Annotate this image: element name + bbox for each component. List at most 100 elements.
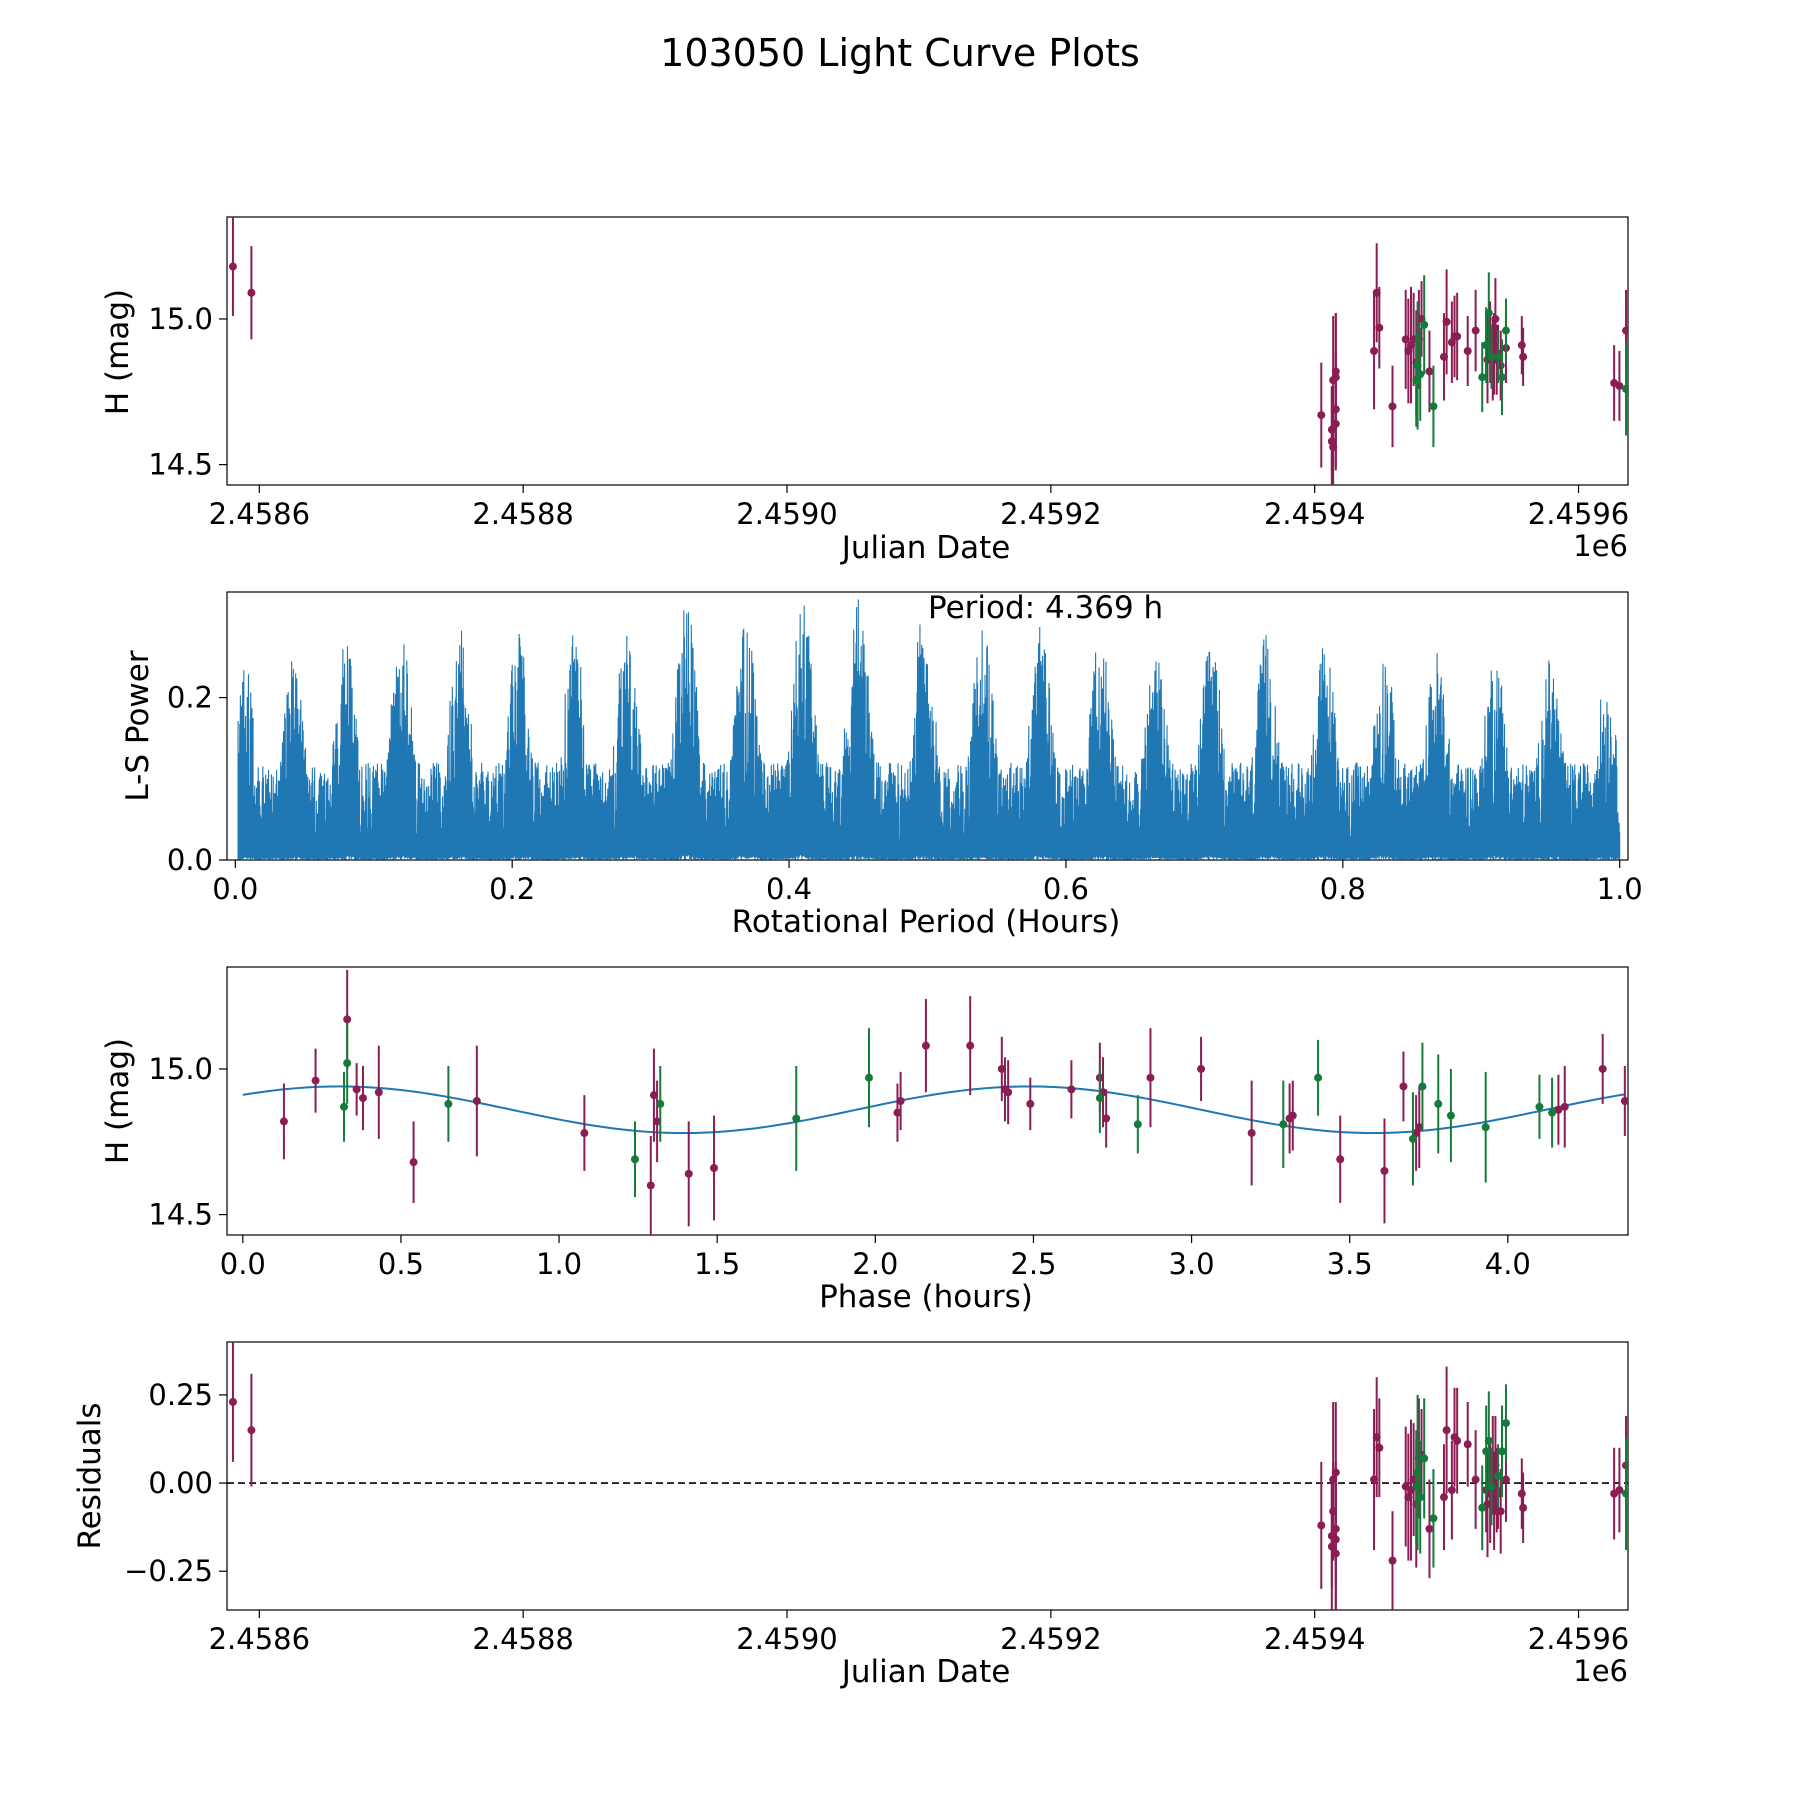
ztf-g-point: [1314, 1073, 1323, 1082]
ztf-g-point: [1434, 1099, 1443, 1108]
ztf-g-point: [1481, 1123, 1490, 1132]
ztf-r-point: [1102, 1114, 1111, 1123]
ztf-g-point: [1429, 1514, 1438, 1523]
x-tick-label: 1.5: [694, 1247, 740, 1281]
ztf-r-point: [1622, 326, 1628, 335]
periodogram-power-line: [237, 599, 1621, 860]
ztf-r-point: [580, 1129, 589, 1138]
ztf-r-point: [1620, 1097, 1628, 1105]
ztf-r-point: [1560, 1102, 1569, 1111]
x-tick-label: 3.5: [1327, 1247, 1373, 1281]
ztf-g-point: [1501, 1419, 1510, 1428]
ztf-r-point: [1425, 367, 1434, 376]
phase-fold-ylabel: H (mag): [100, 1038, 136, 1164]
ztf-g-point: [1095, 1094, 1104, 1103]
light-curve-offset-label: 1e6: [1573, 529, 1628, 563]
ztf-r-point: [343, 1015, 352, 1024]
ztf-g-point: [630, 1155, 639, 1164]
x-tick-label: 0.0: [220, 1247, 266, 1281]
ztf-r-point: [1471, 326, 1480, 335]
ztf-r-point: [684, 1169, 693, 1178]
ztf-g-point: [1487, 352, 1496, 361]
y-tick-label: 0.00: [148, 1466, 213, 1500]
ztf-g-point: [1418, 1082, 1427, 1091]
ztf-g-point: [343, 1059, 352, 1068]
ztf-g-point: [1498, 1447, 1507, 1456]
x-tick-label: 2.0: [852, 1247, 898, 1281]
x-tick-label: 0.4: [766, 872, 812, 906]
ztf-r-point: [893, 1108, 902, 1117]
x-tick-label: 0.8: [1320, 872, 1366, 906]
ztf-g-point: [1494, 1472, 1503, 1480]
ztf-r-point: [358, 1094, 367, 1103]
ztf-r-point: [1519, 352, 1528, 361]
ztf-r-point: [311, 1076, 320, 1085]
ztf-r-point: [1471, 1475, 1480, 1484]
ztf-r-point: [1317, 1521, 1326, 1530]
ztf-r-point: [1388, 1556, 1397, 1565]
ztf-g-point: [1408, 1134, 1417, 1143]
ztf-r-point: [1399, 1082, 1408, 1091]
periodogram-ylabel: L-S Power: [120, 650, 156, 801]
x-tick-label: 2.4588: [472, 1622, 573, 1656]
x-tick-label: 2.5: [1010, 1247, 1056, 1281]
x-tick-label: 0.6: [1043, 872, 1089, 906]
ztf-r-point: [1327, 1542, 1336, 1551]
ztf-r-point: [1447, 1486, 1456, 1495]
ztf-g-point: [1478, 1503, 1487, 1512]
ztf-r-point: [1388, 402, 1397, 411]
ztf-g-point: [340, 1102, 349, 1111]
x-tick-label: 2.4596: [1528, 1622, 1629, 1656]
ztf-r-point: [1375, 1443, 1384, 1452]
ztf-r-point: [1496, 1507, 1505, 1516]
y-tick-label: 14.5: [148, 1198, 213, 1232]
ztf-r-point: [1453, 332, 1462, 341]
x-tick-label: 2.4596: [1528, 497, 1629, 531]
ztf-r-point: [409, 1158, 418, 1167]
ztf-r-point: [1247, 1129, 1256, 1138]
x-tick-label: 2.4592: [1000, 1622, 1101, 1656]
ztf-r-point: [896, 1097, 905, 1105]
ztf-r-point: [646, 1181, 655, 1190]
ztf-g-point: [1412, 1482, 1421, 1491]
ztf-r-point: [1615, 1486, 1624, 1495]
ztf-r-point: [1415, 1123, 1424, 1132]
x-tick-label: 2.4586: [209, 1622, 310, 1656]
ztf-r-point: [1146, 1073, 1155, 1082]
y-tick-label: −0.25: [124, 1554, 213, 1588]
ztf-r-point: [1501, 1475, 1510, 1484]
ztf-r-point: [1375, 323, 1384, 332]
ztf-r-point: [1317, 411, 1326, 420]
axes-frame: [226, 1341, 1629, 1611]
y-tick-label: 0.2: [167, 681, 213, 715]
y-tick-label: 15.0: [148, 302, 213, 336]
ztf-r-point: [1491, 314, 1500, 323]
x-tick-label: 3.0: [1169, 1247, 1215, 1281]
ztf-r-point: [374, 1088, 383, 1097]
ztf-g-point: [864, 1073, 873, 1082]
x-tick-label: 2.4594: [1264, 497, 1365, 531]
periodogram-panel: Rotational Period (Hours) L-S Power 0.0 0…: [120, 590, 1643, 940]
phase-fold-points: [279, 969, 1628, 1235]
ztf-r-point: [1442, 317, 1451, 326]
ztf-r-point: [649, 1091, 658, 1100]
ztf-r-point: [1463, 1440, 1472, 1449]
y-tick-label: 14.5: [148, 448, 213, 482]
residuals-panel: Julian Date Residuals 1e6 2.4586 2.4588 2.…: [72, 1341, 1629, 1690]
x-tick-label: 4.0: [1485, 1247, 1531, 1281]
ztf-r-point: [1615, 381, 1624, 390]
ztf-r-point: [653, 1117, 662, 1126]
x-tick-label: 1.0: [1597, 872, 1643, 906]
ztf-g-point: [1548, 1108, 1557, 1117]
ztf-r-point: [1439, 1493, 1448, 1502]
ztf-r-point: [1331, 1468, 1340, 1477]
ztf-r-point: [1517, 1489, 1526, 1498]
axes-frame: [226, 216, 1629, 486]
ztf-r-point: [1517, 341, 1526, 350]
ztf-r-point: [1067, 1085, 1076, 1094]
ztf-r-point: [228, 262, 237, 271]
ztf-r-point: [710, 1164, 719, 1172]
light-curve-panel: Julian Date H (mag) 1e6 2.4586 2.4588 2.45…: [100, 216, 1629, 566]
x-tick-label: 2.4590: [736, 1622, 837, 1656]
